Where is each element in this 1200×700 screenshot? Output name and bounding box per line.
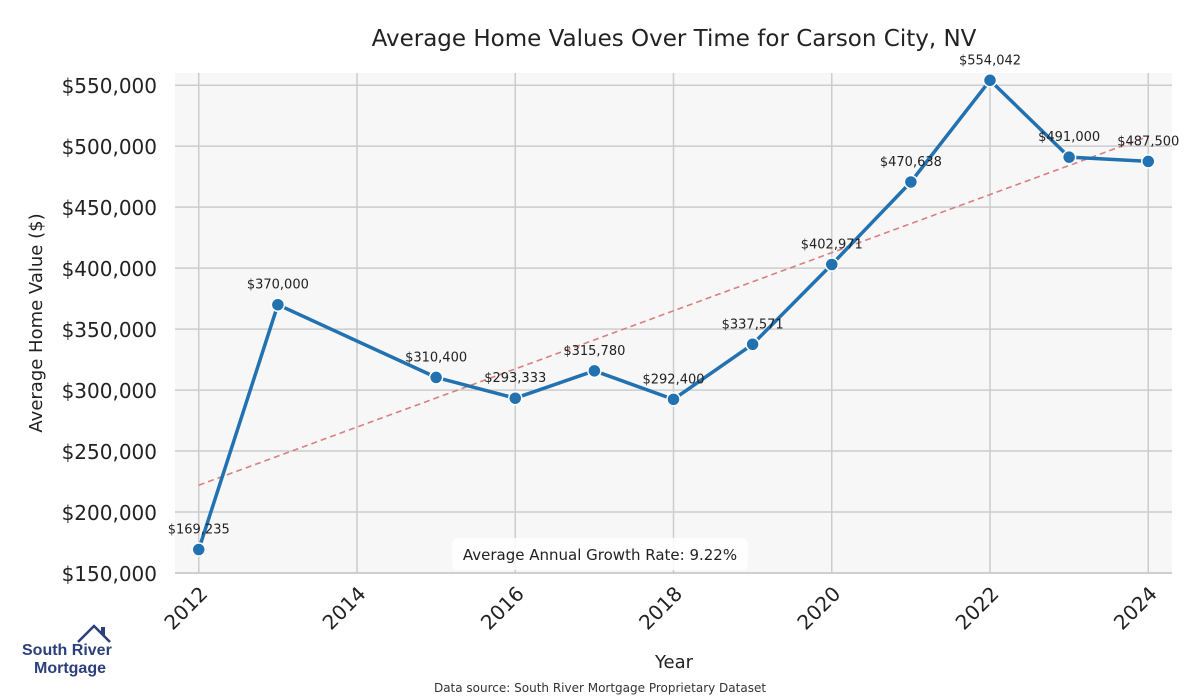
- y-tick-label: $300,000: [62, 379, 157, 403]
- x-tick-label: 2018: [634, 582, 687, 635]
- data-point: [507, 390, 523, 406]
- data-label: $470,638: [880, 155, 942, 170]
- annotation-box: Average Annual Growth Rate: 9.22%: [452, 538, 748, 570]
- series-line: [197, 78, 1149, 551]
- data-label: $169,235: [168, 523, 230, 538]
- data-label: $293,333: [484, 371, 546, 386]
- growth-rate-annotation: Average Annual Growth Rate: 9.22%: [463, 546, 737, 564]
- data-label: $337,571: [722, 317, 784, 332]
- data-point: [1061, 149, 1077, 165]
- x-tick-label: 2016: [476, 582, 529, 635]
- company-logo: South River Mortgage: [22, 620, 122, 680]
- y-tick-label: $500,000: [62, 135, 157, 159]
- house-icon: [77, 624, 111, 643]
- y-tick-label: $150,000: [62, 562, 157, 586]
- x-tick-label: 2024: [1109, 582, 1162, 635]
- y-tick-label: $250,000: [62, 440, 157, 464]
- x-tick-label: 2020: [792, 582, 845, 635]
- x-axis-label: Year: [654, 652, 694, 673]
- data-point: [428, 370, 444, 385]
- x-tick-labels: 2012 2014 2016 2018 2020 2022 2024: [159, 582, 1161, 635]
- data-point: [982, 73, 998, 88]
- data-label: $487,500: [1117, 134, 1179, 149]
- logo-line-2: Mortgage: [34, 660, 106, 677]
- y-tick-labels: $150,000 $200,000 $250,000 $300,000 $350,000…: [62, 74, 157, 586]
- data-points: [191, 73, 1156, 557]
- x-tick-label: 2022: [951, 582, 1004, 635]
- x-tick-label: 2012: [159, 582, 212, 635]
- data-label: $554,042: [959, 53, 1021, 68]
- data-point: [903, 174, 919, 190]
- data-source-note: Data source: South River Mortgage Propri…: [433, 681, 767, 695]
- data-point: [191, 542, 206, 557]
- data-point: [1141, 154, 1156, 169]
- trend-line: [198, 135, 1149, 486]
- data-label: $402,971: [801, 237, 863, 252]
- chart-title: Average Home Values Over Time for Carson…: [372, 26, 977, 52]
- data-point: [587, 363, 602, 379]
- y-tick-label: $400,000: [62, 257, 157, 281]
- data-label: $292,400: [642, 372, 704, 387]
- grid-lines: [175, 73, 1172, 574]
- data-labels: $169,235 $370,000 $310,400 $293,333 $315,780…: [168, 53, 1180, 537]
- data-point: [745, 337, 760, 352]
- logo-line-1: South River: [22, 642, 112, 659]
- data-point: [270, 297, 286, 312]
- y-axis-label: Average Home Value ($): [26, 213, 47, 432]
- y-tick-label: $200,000: [62, 501, 157, 525]
- data-label: $310,400: [405, 350, 467, 365]
- data-label: $491,000: [1038, 130, 1100, 145]
- data-label: $370,000: [247, 278, 309, 293]
- data-point: [824, 257, 840, 272]
- data-point: [666, 392, 681, 407]
- y-tick-label: $550,000: [62, 74, 157, 98]
- x-tick-label: 2014: [318, 582, 371, 635]
- y-tick-label: $350,000: [62, 318, 157, 342]
- y-tick-label: $450,000: [62, 196, 157, 220]
- data-label: $315,780: [563, 344, 625, 359]
